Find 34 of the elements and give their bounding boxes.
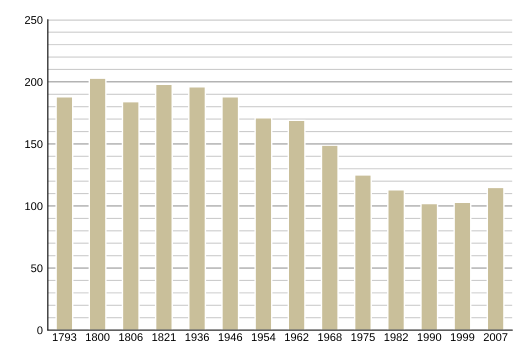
y-tick-label: 0 [37, 326, 43, 334]
x-tick-label: 1793 [52, 333, 76, 342]
bar [254, 117, 272, 330]
bar [387, 189, 406, 330]
y-tick-label: 50 [31, 264, 43, 272]
y-tick-label: 200 [25, 78, 43, 86]
bar [320, 144, 339, 330]
x-tick-label: 1999 [450, 333, 474, 342]
bar [420, 202, 438, 330]
bar [88, 77, 107, 330]
x-tick-label: 2007 [484, 333, 508, 342]
y-tick-label: 150 [25, 140, 43, 148]
bar [55, 96, 74, 330]
x-tick-label: 1800 [86, 333, 110, 342]
y-tick-label: 250 [25, 16, 43, 24]
x-tick-label: 1806 [119, 333, 143, 342]
bar [221, 96, 240, 330]
x-tick-label: 1821 [152, 333, 176, 342]
bar [486, 186, 505, 330]
bar [188, 86, 206, 330]
x-tick-label: 1990 [418, 333, 442, 342]
bar [354, 174, 372, 330]
bar [288, 120, 306, 330]
bar [453, 202, 472, 330]
x-tick-label: 1954 [252, 333, 276, 342]
y-tick-label: 100 [25, 202, 43, 210]
bar [122, 101, 140, 330]
x-tick-label: 1975 [351, 333, 375, 342]
x-tick-label: 1982 [384, 333, 408, 342]
x-tick-label: 1962 [285, 333, 308, 342]
x-tick-label: 1946 [218, 333, 242, 342]
x-tick-label: 1936 [186, 333, 209, 342]
bar [154, 84, 173, 330]
x-tick-label: 1968 [318, 333, 342, 342]
